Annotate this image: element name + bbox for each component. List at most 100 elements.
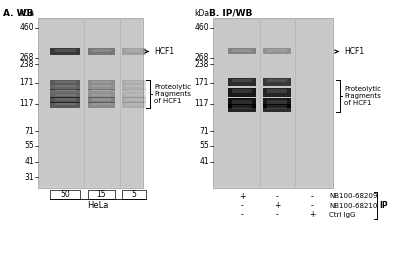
Bar bbox=[263, 104, 291, 112]
Text: 15: 15 bbox=[97, 190, 106, 199]
Bar bbox=[214, 19, 332, 187]
Text: -: - bbox=[311, 201, 313, 210]
Text: -: - bbox=[241, 201, 243, 210]
Bar bbox=[54, 98, 76, 101]
Text: IP: IP bbox=[379, 201, 388, 210]
Bar bbox=[88, 80, 115, 85]
Text: 71: 71 bbox=[24, 127, 34, 136]
Bar bbox=[92, 103, 111, 105]
Bar bbox=[263, 48, 291, 54]
Bar bbox=[92, 49, 111, 52]
Bar bbox=[126, 85, 142, 87]
Bar bbox=[267, 50, 287, 52]
Text: 55: 55 bbox=[24, 141, 34, 150]
Bar bbox=[122, 102, 146, 108]
Text: 460: 460 bbox=[194, 23, 209, 32]
Text: Fragments: Fragments bbox=[154, 91, 191, 97]
Bar bbox=[122, 97, 146, 103]
Bar bbox=[232, 50, 252, 52]
Bar bbox=[267, 89, 287, 93]
Text: 268: 268 bbox=[195, 53, 209, 62]
Bar bbox=[54, 81, 76, 83]
Text: Fragments: Fragments bbox=[344, 93, 381, 99]
Bar bbox=[92, 81, 111, 83]
Bar bbox=[54, 49, 76, 52]
Text: HCF1: HCF1 bbox=[154, 47, 174, 56]
Bar bbox=[50, 85, 80, 90]
Bar bbox=[50, 89, 80, 93]
Bar bbox=[38, 18, 143, 188]
Bar bbox=[88, 89, 115, 93]
Text: HCF1: HCF1 bbox=[344, 47, 364, 56]
Bar bbox=[92, 85, 111, 87]
Bar bbox=[54, 94, 76, 96]
Bar bbox=[50, 80, 80, 85]
Bar bbox=[122, 190, 146, 199]
Bar bbox=[263, 78, 291, 86]
Bar bbox=[232, 89, 252, 93]
Text: Proteolytic: Proteolytic bbox=[154, 84, 191, 90]
Text: 55: 55 bbox=[199, 141, 209, 150]
Bar bbox=[54, 89, 76, 91]
Bar bbox=[88, 48, 115, 55]
Text: NB100-68209: NB100-68209 bbox=[329, 194, 377, 199]
Bar bbox=[50, 93, 80, 98]
Text: 117: 117 bbox=[20, 99, 34, 108]
Bar bbox=[54, 103, 76, 105]
Text: -: - bbox=[241, 210, 243, 219]
Bar bbox=[126, 89, 142, 91]
Bar bbox=[213, 18, 333, 188]
Bar bbox=[92, 89, 111, 91]
Bar bbox=[232, 79, 252, 83]
Bar bbox=[126, 81, 142, 83]
Bar bbox=[126, 103, 142, 105]
Text: kDa: kDa bbox=[19, 8, 34, 18]
Bar bbox=[228, 88, 256, 97]
Text: kDa: kDa bbox=[194, 8, 209, 18]
Bar bbox=[88, 85, 115, 90]
Text: 50: 50 bbox=[60, 190, 70, 199]
Bar bbox=[122, 80, 146, 85]
Bar bbox=[263, 98, 291, 108]
Text: 71: 71 bbox=[199, 127, 209, 136]
Text: +: + bbox=[239, 192, 245, 201]
Text: Ctrl IgG: Ctrl IgG bbox=[329, 211, 355, 217]
Text: 31: 31 bbox=[24, 173, 34, 182]
Bar bbox=[50, 102, 80, 108]
Bar bbox=[39, 19, 142, 187]
Text: 5: 5 bbox=[132, 190, 136, 199]
Bar bbox=[50, 48, 80, 55]
Text: 171: 171 bbox=[195, 78, 209, 87]
Bar bbox=[122, 93, 146, 98]
Text: Proteolytic: Proteolytic bbox=[344, 86, 381, 92]
Bar bbox=[122, 48, 146, 55]
Bar bbox=[267, 105, 287, 108]
Text: 41: 41 bbox=[24, 157, 34, 166]
Text: +: + bbox=[309, 210, 315, 219]
Bar bbox=[126, 94, 142, 96]
Bar bbox=[263, 88, 291, 97]
Bar bbox=[88, 190, 115, 199]
Bar bbox=[267, 100, 287, 104]
Text: 171: 171 bbox=[20, 78, 34, 87]
Text: 268: 268 bbox=[20, 53, 34, 62]
Bar bbox=[54, 85, 76, 87]
Text: 238: 238 bbox=[20, 60, 34, 69]
Bar bbox=[126, 98, 142, 101]
Bar bbox=[232, 100, 252, 104]
Text: HeLa: HeLa bbox=[87, 200, 109, 210]
Bar bbox=[228, 78, 256, 86]
Bar bbox=[50, 97, 80, 103]
Bar bbox=[267, 79, 287, 83]
Bar bbox=[92, 98, 111, 101]
Text: -: - bbox=[276, 192, 278, 201]
Bar bbox=[88, 102, 115, 108]
Text: -: - bbox=[276, 210, 278, 219]
Text: of HCF1: of HCF1 bbox=[344, 100, 372, 106]
Text: -: - bbox=[311, 192, 313, 201]
Bar bbox=[126, 49, 142, 52]
Bar bbox=[228, 104, 256, 112]
Bar bbox=[122, 85, 146, 90]
Bar bbox=[50, 190, 80, 199]
Text: 238: 238 bbox=[195, 60, 209, 69]
